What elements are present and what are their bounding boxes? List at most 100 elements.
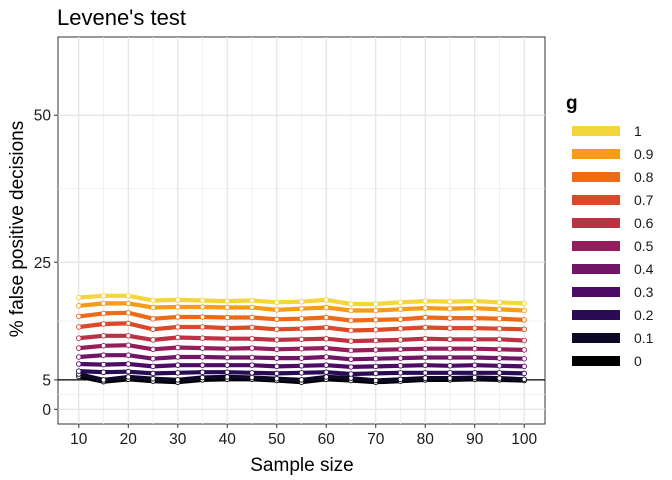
x-axis-ticks: 10 20 30 40 50 60 70 80 90 100 [70, 424, 538, 448]
data-point-g-0.5 [323, 345, 329, 351]
legend-key-g-0.9 [572, 149, 620, 159]
data-point-g-0.6 [372, 337, 379, 344]
data-point-g-0.8 [496, 315, 503, 322]
data-point-g-0.1 [422, 375, 428, 381]
data-point-g-0.4 [100, 352, 107, 358]
data-point-g-0.1 [372, 377, 379, 384]
y-tick-label: 5 [42, 372, 51, 389]
data-point-g-0.2 [521, 370, 527, 377]
data-point-g-0.9 [372, 307, 379, 314]
data-point-g-0.7 [348, 327, 354, 334]
data-point-g-0.1 [150, 375, 156, 382]
data-point-g-0.5 [397, 346, 404, 353]
data-point-g-0.8 [298, 315, 305, 322]
data-point-g-0.7 [100, 321, 107, 327]
data-point-g-0.4 [372, 355, 379, 362]
data-point-g-0.2 [274, 370, 280, 377]
data-point-g-0.2 [397, 370, 404, 376]
legend-key-g-0.1 [572, 333, 620, 343]
data-point-g-1 [100, 293, 107, 299]
data-point-g-0.8 [348, 317, 354, 324]
data-point-g-0.6 [224, 335, 231, 342]
data-point-g-1 [175, 297, 181, 303]
data-point-g-0.5 [298, 345, 305, 352]
data-point-g-0.3 [274, 363, 280, 370]
legend-label: 0.2 [634, 307, 654, 323]
data-point-g-0.4 [323, 354, 329, 360]
data-point-g-0.1 [199, 374, 206, 381]
legend-label: 0.7 [634, 192, 654, 208]
legend-key-g-0.2 [572, 310, 620, 320]
data-point-g-0.2 [224, 369, 231, 375]
data-point-g-0.6 [348, 338, 354, 344]
data-point-g-0.2 [100, 369, 107, 375]
data-point-g-0.6 [521, 337, 527, 344]
data-point-g-0.1 [323, 374, 329, 380]
data-point-g-0.9 [397, 306, 404, 313]
data-point-g-0.8 [125, 310, 132, 316]
legend-label: 0.6 [634, 215, 654, 231]
x-tick-label: 50 [268, 431, 286, 448]
data-point-g-0.7 [397, 325, 404, 332]
data-point-g-1 [224, 298, 231, 304]
data-point-g-0.8 [397, 316, 404, 323]
data-point-g-1 [496, 299, 503, 306]
data-point-g-0.6 [249, 335, 255, 342]
data-point-g-0.3 [348, 364, 354, 370]
data-point-g-1 [521, 300, 527, 307]
data-point-g-0.3 [150, 363, 156, 370]
data-point-g-0.2 [125, 368, 132, 375]
data-point-g-1 [76, 294, 82, 301]
legend-key-g-0.8 [572, 172, 620, 182]
data-point-g-0.5 [471, 345, 478, 352]
data-point-g-0.6 [496, 336, 503, 343]
data-point-g-0.2 [372, 370, 379, 377]
data-point-g-0.6 [397, 337, 404, 343]
x-axis-title: Sample size [250, 455, 354, 476]
data-point-g-0.2 [422, 370, 428, 376]
data-point-g-0.3 [224, 362, 231, 368]
data-point-g-0.4 [298, 355, 305, 361]
legend-label: 0.5 [634, 238, 654, 254]
x-tick-label: 90 [466, 431, 484, 448]
data-point-g-0.7 [323, 324, 329, 331]
data-point-g-0.8 [372, 317, 379, 323]
data-point-g-0.4 [249, 354, 255, 361]
data-point-g-0.5 [76, 345, 82, 351]
data-point-g-0.5 [100, 343, 107, 349]
x-tick-label: 40 [219, 431, 237, 448]
data-point-g-0.3 [471, 362, 478, 368]
data-point-g-0.5 [372, 347, 379, 353]
data-point-g-0.8 [422, 314, 428, 321]
data-point-g-0.6 [100, 333, 107, 339]
data-point-g-1 [397, 299, 404, 306]
data-point-g-1 [422, 298, 428, 304]
data-point-g-1 [372, 301, 379, 307]
data-point-g-0.8 [175, 314, 181, 320]
data-point-g-0.6 [150, 337, 156, 343]
y-tick-label: 50 [34, 108, 52, 125]
data-point-g-0.3 [100, 361, 107, 368]
data-point-g-0.5 [199, 345, 206, 351]
data-point-g-0.9 [175, 304, 181, 310]
data-point-g-0.9 [224, 304, 231, 311]
legend-key-g-1 [572, 126, 620, 136]
data-point-g-0.8 [323, 314, 329, 321]
data-point-g-0.2 [199, 369, 206, 375]
data-point-g-0.4 [422, 354, 428, 361]
data-point-g-0.1 [224, 374, 231, 380]
data-point-g-0.7 [249, 324, 255, 331]
legend-items: 1 0.9 0.8 0.7 0.6 0.5 0.4 0.3 0.2 0.1 0 [572, 123, 654, 369]
data-point-g-0.6 [471, 336, 478, 343]
legend-key-g-0.4 [572, 264, 620, 274]
data-point-g-0.3 [298, 363, 305, 369]
data-point-g-0.5 [125, 342, 132, 348]
data-point-g-0.4 [471, 354, 478, 361]
data-point-g-0.1 [521, 376, 527, 383]
data-point-g-1 [274, 299, 280, 306]
data-point-g-0.2 [150, 370, 156, 377]
data-point-g-0.8 [76, 313, 82, 320]
data-point-g-0.8 [274, 316, 280, 323]
data-point-g-1 [323, 297, 329, 303]
data-point-g-0.8 [199, 314, 206, 320]
